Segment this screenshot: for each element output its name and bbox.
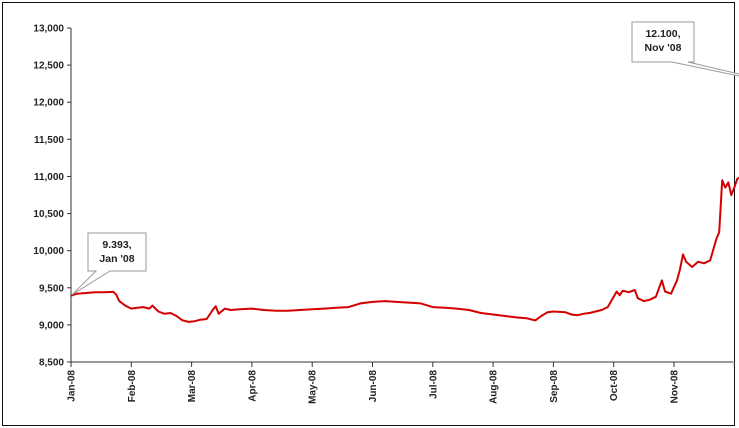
annotations: 9.393, Jan '08 12.100, Nov '08 bbox=[71, 21, 739, 296]
y-tick-label: 10,500 bbox=[33, 209, 64, 220]
x-tick-label: Jun-08 bbox=[368, 370, 379, 403]
y-tick-label: 11,500 bbox=[34, 135, 64, 146]
y-tick-label: 8,500 bbox=[39, 358, 64, 369]
x-tick-label: Jan-08 bbox=[67, 370, 78, 402]
x-tick-label: Nov-08 bbox=[670, 370, 681, 404]
y-tick-label: 12,500 bbox=[33, 61, 64, 72]
x-tick-label: Oct-08 bbox=[609, 370, 620, 402]
y-axis-ticks: 8,500 9,000 9,500 10,000 10,500 11,000 11,500 1… bbox=[33, 24, 71, 369]
y-tick-label: 13,000 bbox=[33, 24, 64, 35]
x-tick-label: Apr-08 bbox=[247, 370, 258, 402]
callout-value: 9.393, bbox=[102, 239, 131, 251]
x-tick-label: Jul-08 bbox=[428, 370, 439, 399]
x-tick-label: Feb-08 bbox=[127, 370, 138, 403]
x-tick-label: Aug-08 bbox=[489, 370, 500, 404]
x-axis-ticks: Jan-08 Feb-08 Mar-08 Apr-08 May-08 Jun-08 Jul-… bbox=[67, 362, 735, 404]
y-tick-label: 9,500 bbox=[39, 283, 64, 294]
y-tick-label: 10,000 bbox=[33, 246, 64, 257]
y-tick-label: 12,000 bbox=[33, 98, 64, 109]
x-tick-label: Sep-08 bbox=[549, 370, 560, 403]
callout-box bbox=[71, 232, 147, 296]
callout-date: Nov '08 bbox=[645, 42, 682, 54]
x-tick-label: May-08 bbox=[308, 370, 319, 404]
y-tick-label: 9,000 bbox=[39, 320, 64, 331]
chart-axes bbox=[70, 28, 733, 363]
y-tick-label: 11,000 bbox=[34, 172, 64, 183]
callout-box bbox=[631, 21, 739, 77]
callout: 12.100, Nov '08 bbox=[631, 21, 739, 77]
data-series bbox=[70, 176, 739, 323]
callout-value: 12.100, bbox=[645, 28, 680, 40]
callout: 9.393, Jan '08 bbox=[71, 232, 147, 296]
x-tick-label: Mar-08 bbox=[187, 370, 198, 403]
callout-date: Jan '08 bbox=[99, 253, 134, 265]
series-line bbox=[70, 176, 739, 323]
